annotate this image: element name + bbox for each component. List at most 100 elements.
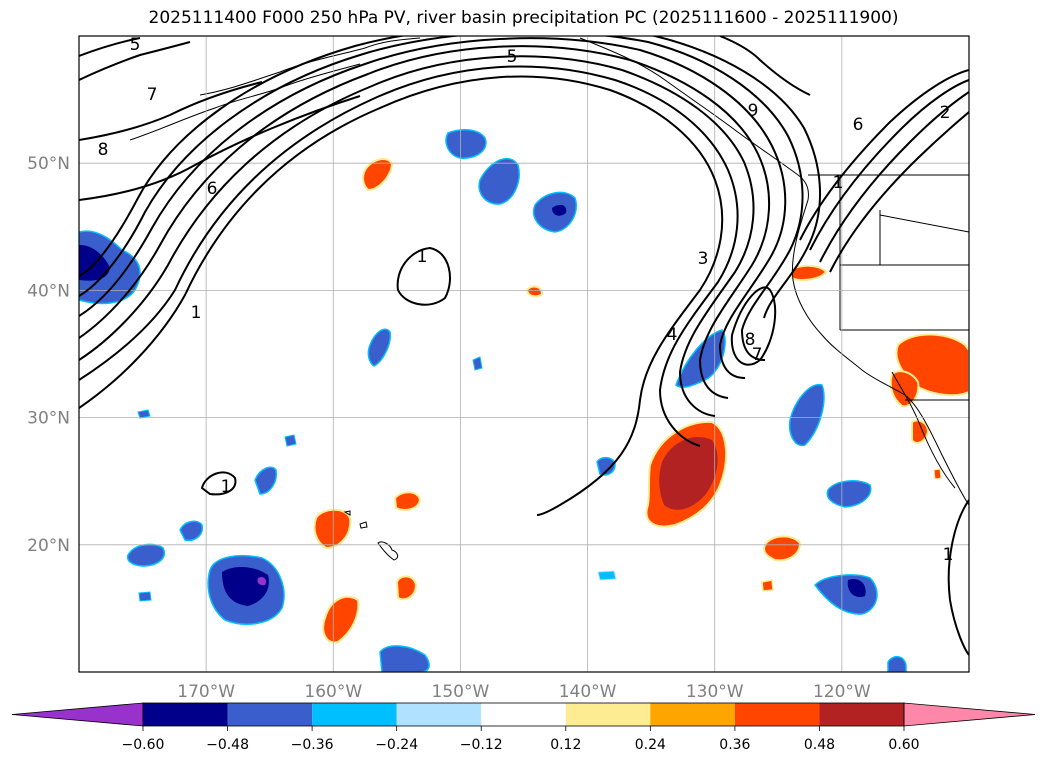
alaska-peninsula	[129, 63, 361, 141]
colorbar-segment	[312, 703, 397, 726]
lon-tick-label: 140°W	[559, 682, 617, 702]
colorbar-segment	[819, 703, 904, 726]
contour-label: 8	[98, 140, 109, 160]
neg-blob	[472, 356, 483, 371]
contour-labels: 5 7 8 6 1 1 1 5 3 9 8 2 4 7 6 1 1	[98, 35, 954, 565]
lon-tick-label: 170°W	[177, 682, 235, 702]
neg-blob	[137, 409, 151, 419]
contour-label: 6	[853, 115, 864, 135]
colorbar-segment	[565, 703, 651, 726]
lon-tick-label: 130°W	[686, 682, 744, 702]
colorbar-tick-label: 0.60	[888, 737, 919, 753]
neg-blob	[887, 656, 907, 672]
gridlines	[79, 36, 969, 672]
pv-contour	[200, 471, 237, 496]
colorbar-segment	[396, 703, 482, 726]
colorbar-tick-label: −0.36	[291, 737, 334, 753]
pos-blob	[791, 264, 828, 281]
neg-blob	[814, 574, 878, 615]
neg-blob-min	[257, 577, 267, 586]
pos-blob-core	[659, 436, 718, 510]
contour-label: 7	[147, 85, 158, 105]
lat-tick-label: 50°N	[27, 154, 70, 174]
colorbar-outline	[142, 702, 905, 727]
lon-tick-label: 160°W	[304, 682, 362, 702]
precipitation-shading	[79, 128, 969, 672]
colorbar-segment	[143, 703, 228, 726]
lat-tick-label: 40°N	[27, 281, 70, 301]
pv-contour	[79, 65, 739, 447]
neg-blob	[478, 158, 520, 205]
colorbar-segment	[227, 703, 313, 726]
contour-label: 1	[191, 303, 202, 323]
neg-blob	[284, 434, 297, 447]
pv-contour	[799, 69, 969, 241]
neg-blob	[826, 480, 872, 508]
lat-tick-label: 20°N	[27, 536, 70, 556]
contour-label: 1	[417, 247, 428, 267]
pv-contour	[79, 36, 804, 361]
colorbar-tick-label: 0.36	[719, 737, 750, 753]
pv-contour	[819, 91, 969, 263]
contour-label: 2	[940, 103, 951, 123]
contour-label: 6	[207, 179, 218, 199]
map-frame	[78, 35, 970, 673]
hawaii-islands	[343, 510, 351, 516]
colorbar-tick-label: −0.48	[206, 737, 249, 753]
pv-contour	[79, 81, 263, 141]
pv-contours	[79, 36, 969, 656]
pv-contour	[79, 36, 822, 319]
pv-contour	[719, 36, 811, 96]
colorbar-segment	[650, 703, 735, 726]
map-title: 2025111400 F000 250 hPa PV, river basin …	[148, 8, 899, 28]
colorbar-tick-label: −0.24	[375, 737, 418, 753]
pv-contour	[79, 41, 191, 81]
pos-blob	[362, 158, 394, 192]
contour-label: 3	[698, 249, 709, 269]
contour-label: 5	[507, 47, 518, 67]
neg-blob	[379, 645, 430, 672]
colorbar-tick-label: −0.60	[122, 737, 165, 753]
pv-contour	[79, 55, 755, 417]
colorbar-tick-label: 0.48	[804, 737, 835, 753]
colorbar-tick-label: −0.12	[460, 737, 503, 753]
pv-contour	[947, 499, 969, 656]
colorbar-extend-high	[903, 702, 1036, 727]
pos-blob	[933, 468, 942, 480]
neg-blob	[179, 520, 204, 542]
us-state-border	[879, 210, 969, 265]
neg-blob	[254, 466, 278, 495]
colorbar-extend-low	[11, 702, 144, 727]
lat-tick-label: 30°N	[27, 409, 70, 429]
neg-blob	[126, 543, 165, 567]
pos-blob	[763, 535, 802, 562]
lon-tick-label: 120°W	[813, 682, 871, 702]
pos-blob	[393, 491, 422, 511]
neg-blob-core	[552, 204, 567, 216]
pv-contour	[79, 37, 141, 57]
pv-contour	[396, 246, 451, 306]
longitude-labels: 170°W 160°W 150°W 140°W 130°W 120°W	[177, 682, 871, 702]
contour-label: 9	[748, 101, 759, 121]
neg-blob	[138, 591, 152, 602]
contour-label: 1	[943, 545, 954, 565]
neg-blob	[788, 384, 825, 447]
pv-contour	[829, 111, 969, 273]
neg-blob-core	[222, 566, 269, 606]
pos-blob	[322, 595, 360, 644]
pv-contour	[79, 37, 787, 379]
contour-label: 1	[833, 173, 844, 193]
colorbar-segment	[734, 703, 820, 726]
colorbar-tick-label: 0.12	[550, 737, 581, 753]
pos-blob	[525, 285, 544, 298]
pv-contour	[79, 95, 361, 201]
alaska-coast	[199, 37, 421, 96]
baja-coast	[891, 371, 956, 489]
pos-blob	[313, 508, 352, 550]
colorbar-tick-label: 0.24	[635, 737, 666, 753]
pos-blob	[761, 579, 774, 592]
panhandle-coast	[579, 37, 809, 201]
west-coast	[791, 199, 969, 506]
contour-label: 1	[221, 477, 232, 497]
